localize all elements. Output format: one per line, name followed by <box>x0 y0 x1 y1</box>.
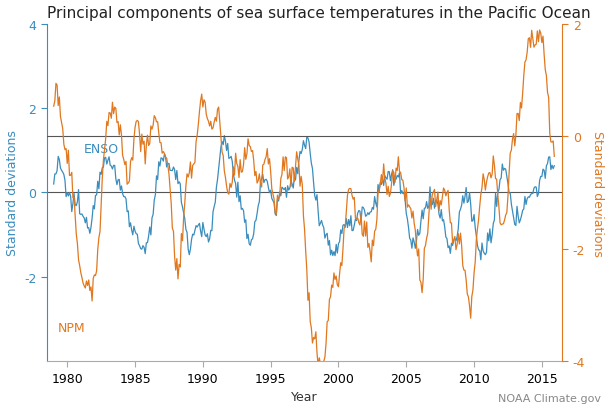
Text: Principal components of sea surface temperatures in the Pacific Ocean: Principal components of sea surface temp… <box>47 6 590 20</box>
Text: NPM: NPM <box>58 321 85 335</box>
Text: ENSO: ENSO <box>84 142 118 155</box>
Text: NOAA Climate.gov: NOAA Climate.gov <box>498 393 601 403</box>
Y-axis label: Standard deviations: Standard deviations <box>592 130 605 256</box>
Y-axis label: Standard deviations: Standard deviations <box>5 130 18 256</box>
X-axis label: Year: Year <box>291 391 318 403</box>
